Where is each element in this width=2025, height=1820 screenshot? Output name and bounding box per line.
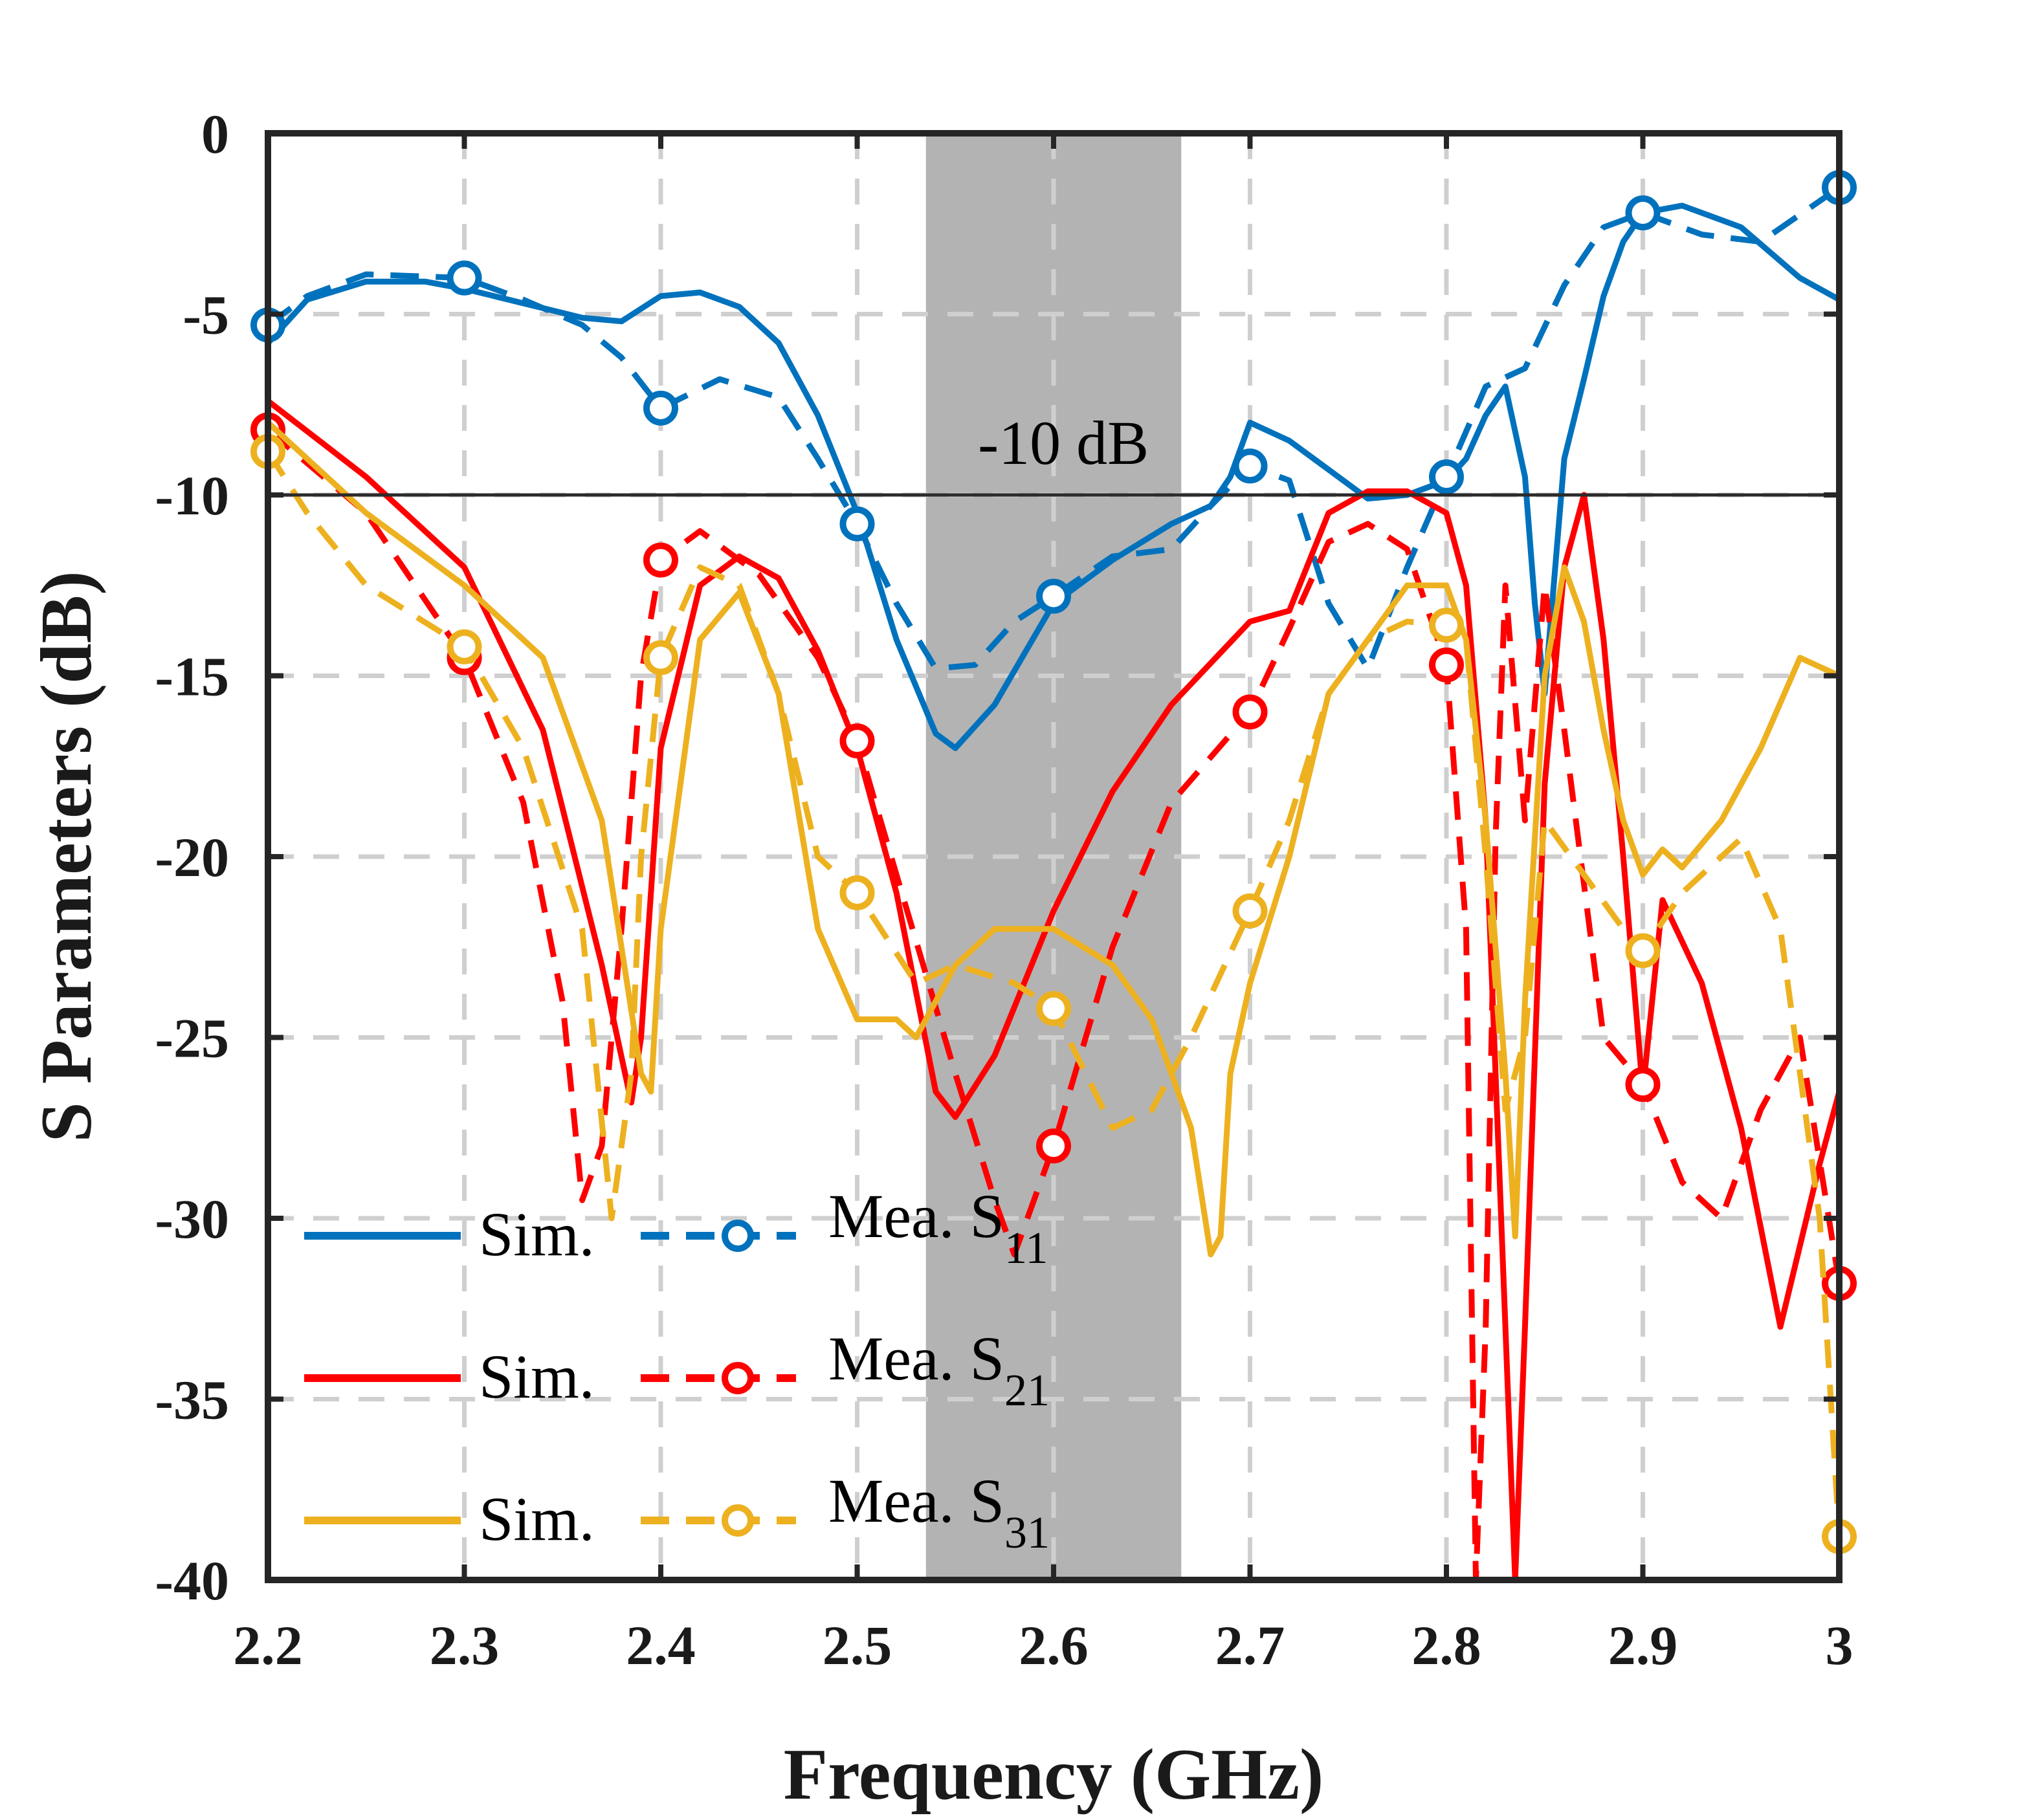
series-sim-s11 [265, 203, 1841, 751]
x-axis-label: Frequency (GHz) [784, 1735, 1324, 1815]
x-tick-label: 2.3 [430, 1614, 500, 1676]
legend-mea-s31-marker [722, 1504, 754, 1537]
marker-mea-s31 [643, 640, 678, 675]
legend-mea-s21-label: Mea. S21 [828, 1324, 1050, 1416]
marker-mea-s11 [1625, 195, 1661, 230]
marker-mea-s31 [1625, 933, 1661, 969]
legend-mea-s21-main: Mea. S [828, 1324, 1004, 1393]
marker-mea-s21 [1232, 694, 1268, 730]
legend-sim-s21-label: Sim. [479, 1342, 595, 1411]
marker-mea-s21 [1429, 647, 1464, 683]
x-tick-label: 2.9 [1608, 1614, 1678, 1676]
tick-marks [265, 131, 1842, 1583]
legend-row-s11: Sim. Mea. S11 [304, 1181, 1048, 1273]
marker-mea-s11 [643, 390, 678, 426]
x-tick-label: 2.2 [233, 1614, 303, 1676]
y-axis-label: S Parameters (dB) [27, 571, 107, 1142]
y-tick-label: -15 [155, 646, 229, 708]
marker-mea-s31 [1232, 893, 1268, 928]
legend-mea-s31-main: Mea. S [828, 1466, 1004, 1535]
legend-mea-s31-label: Mea. S31 [828, 1466, 1050, 1558]
y-tick-label: -30 [155, 1188, 229, 1250]
marker-mea-s11 [447, 260, 482, 296]
legend-mea-s21-subscript: 21 [1004, 1366, 1050, 1416]
x-tick-labels: 2.2 2.3 2.4 2.5 2.6 2.7 2.8 2.9 3 [233, 1614, 1853, 1676]
y-tick-label: -5 [183, 284, 229, 346]
marker-mea-s21 [839, 723, 875, 759]
y-tick-label: -40 [155, 1550, 229, 1612]
y-tick-label: -10 [155, 465, 229, 527]
series-sim-s31 [265, 420, 1841, 1258]
legend-mea-s11-marker [722, 1220, 754, 1252]
marker-mea-s21 [1036, 1128, 1071, 1164]
legend-mea-s11-main: Mea. S [828, 1181, 1004, 1251]
series-mea-s21 [266, 427, 1842, 1583]
legend-mea-s31-subscript: 31 [1004, 1508, 1050, 1558]
marker-mea-s31 [447, 629, 482, 664]
legend-mea-s21-marker [722, 1362, 754, 1394]
y-tick-label: -35 [155, 1369, 229, 1431]
marker-mea-s11 [839, 506, 875, 542]
marker-mea-s11 [1232, 448, 1268, 484]
marker-mea-s11 [1036, 578, 1071, 614]
series-mea-s11 [266, 185, 1841, 672]
y-tick-labels: 0 -5 -10 -15 -20 -25 -30 -35 -40 [155, 103, 229, 1612]
legend-sim-s11-label: Sim. [479, 1200, 595, 1269]
legend-mea-s11-subscript: 11 [1004, 1223, 1048, 1273]
marker-mea-s31 [1429, 608, 1464, 643]
legend-row-s31: Sim. Mea. S31 [304, 1466, 1050, 1558]
x-tick-label: 2.7 [1215, 1614, 1285, 1676]
y-tick-label: 0 [201, 103, 229, 165]
y-tick-label: -20 [155, 826, 229, 888]
x-tick-label: 2.6 [1019, 1614, 1089, 1676]
x-tick-label: 3 [1826, 1614, 1853, 1676]
legend: Sim. Mea. S11 Sim. Mea. S21 Sim. Mea. S3… [304, 1181, 1050, 1558]
legend-sim-s31-label: Sim. [479, 1484, 595, 1553]
x-tick-label: 2.4 [626, 1614, 696, 1676]
reference-line-label: -10 dB [978, 408, 1149, 477]
series-sim-s21 [266, 399, 1842, 1583]
legend-mea-s11-label: Mea. S11 [828, 1181, 1048, 1273]
x-tick-label: 2.5 [823, 1614, 892, 1676]
marker-mea-s21 [1625, 1067, 1661, 1102]
legend-row-s21: Sim. Mea. S21 [304, 1324, 1050, 1416]
series-mea-s31 [265, 450, 1842, 1537]
marker-mea-s11 [1429, 459, 1464, 495]
marker-mea-s31 [839, 875, 875, 910]
y-tick-label: -25 [155, 1007, 229, 1069]
series-layer [250, 170, 1857, 1583]
marker-mea-s21 [643, 542, 678, 578]
x-tick-label: 2.8 [1411, 1614, 1481, 1676]
marker-mea-s31 [1036, 991, 1071, 1026]
